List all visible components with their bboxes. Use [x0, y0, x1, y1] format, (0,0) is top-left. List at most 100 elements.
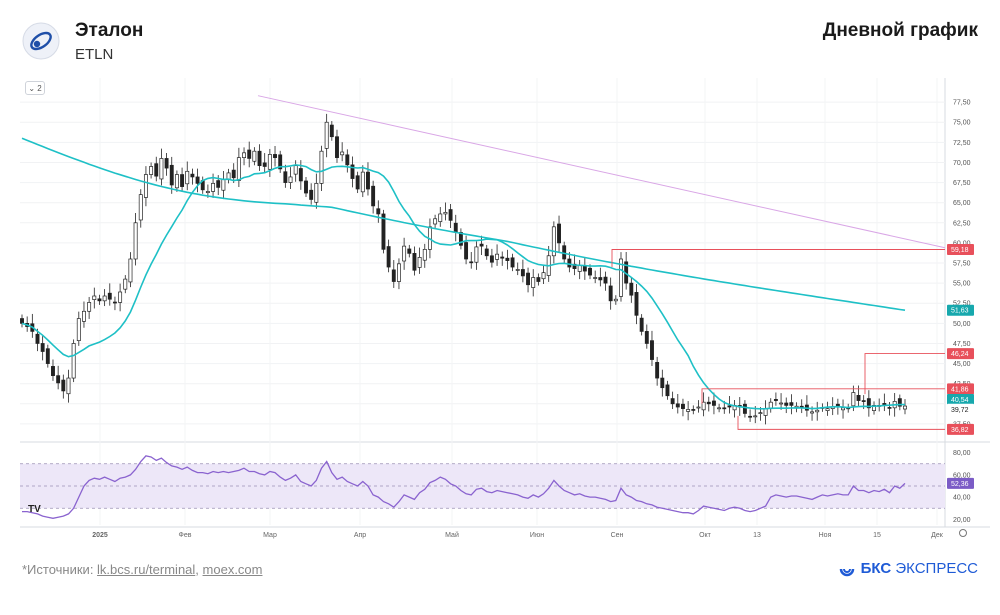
time-tick-label: Апр: [354, 532, 366, 539]
price-tick-label: 62,50: [953, 220, 971, 227]
candle-body: [345, 154, 350, 166]
candle-body: [655, 362, 660, 379]
candle-body: [520, 269, 525, 277]
candle-body: [386, 246, 391, 268]
candle-body: [133, 222, 138, 260]
candle-body: [711, 400, 716, 406]
rsi-last-badge: 52,36: [951, 481, 969, 488]
bcs-express-brand: БКС ЭКСПРЕСС: [839, 560, 978, 577]
downtrend-line: [257, 95, 946, 249]
candle-body: [495, 253, 500, 260]
time-tick-label: Окт: [699, 532, 712, 539]
candle-body: [810, 411, 815, 414]
candle-body: [288, 176, 293, 183]
candle-body: [526, 272, 530, 286]
candle-body: [309, 189, 314, 200]
candle-body: [118, 291, 123, 303]
price-tick-label: 52,50: [953, 301, 971, 308]
level-badge-46: 46,24: [951, 351, 969, 358]
candle-body: [557, 223, 561, 244]
candle-body: [159, 158, 164, 180]
candle-body: [216, 180, 221, 188]
candle-body: [231, 169, 236, 179]
candle-body: [267, 154, 272, 170]
company-name: Эталон: [75, 20, 144, 41]
candle-body: [603, 276, 608, 284]
time-tick-label: Мар: [263, 532, 277, 539]
candle-body: [815, 409, 820, 413]
candle-body: [45, 348, 50, 364]
candle-body: [76, 318, 81, 342]
candle-body: [897, 398, 902, 407]
candle-body: [458, 232, 463, 246]
candle-body: [355, 175, 360, 190]
candle-body: [360, 171, 365, 193]
candle-body: [169, 164, 174, 186]
candle-body: [588, 267, 592, 276]
settings-gear-icon: [959, 529, 967, 537]
candle-body: [639, 317, 644, 332]
rsi-tick-label: 40,00: [953, 495, 971, 502]
rsi-last-badge-bg: [947, 477, 974, 489]
price-tick-label: 67,50: [953, 180, 971, 187]
last-price-badge: 39,72: [951, 407, 969, 414]
candle-body: [180, 174, 185, 187]
candle-body: [164, 158, 169, 169]
candle-body: [753, 415, 758, 418]
candle-body: [551, 226, 556, 257]
time-tick-label: Фев: [179, 532, 192, 539]
candle-body: [825, 408, 830, 411]
resistance-level-59: [611, 249, 945, 268]
candle-body: [40, 343, 45, 352]
price-tick-label: 55,00: [953, 281, 971, 288]
price-tick-label: 45,00: [953, 361, 971, 368]
price-tick-label: 70,00: [953, 160, 971, 167]
candle-body: [686, 409, 691, 412]
candle-body: [856, 395, 861, 401]
candle-body: [335, 136, 339, 158]
candle-body: [779, 402, 784, 405]
sources-prefix: *Источники:: [22, 562, 98, 577]
candle-body: [505, 257, 510, 261]
candle-body: [422, 248, 427, 261]
candle-body: [247, 149, 252, 159]
candle-body: [608, 285, 613, 302]
source-link-moex[interactable]: moex.com: [202, 562, 263, 577]
candle-body: [82, 310, 86, 322]
moving-average-long: [21, 137, 906, 311]
price-tick-label: 65,00: [953, 200, 971, 207]
candle-body: [252, 150, 257, 162]
time-tick-label: 13: [753, 532, 761, 539]
time-tick-label: Сен: [611, 532, 624, 539]
candle-body: [903, 405, 907, 410]
candle-body: [402, 245, 407, 262]
candle-body: [474, 246, 479, 263]
candle-body: [123, 278, 128, 290]
candle-body: [391, 269, 396, 282]
candle-body: [51, 366, 55, 376]
level-badge-36: 36,82: [951, 427, 969, 434]
candle-body: [758, 412, 763, 414]
interval-selector[interactable]: ⌄ 2: [25, 81, 45, 95]
candle-body: [691, 409, 696, 411]
candle-body: [236, 157, 241, 181]
time-tick-label: Май: [445, 531, 459, 539]
ticker-code: ETLN: [75, 46, 114, 63]
candle-body: [340, 151, 345, 156]
candle-body: [433, 218, 438, 225]
level-badge-59: 59,18: [951, 247, 969, 254]
last-price-badge-bg: [947, 403, 974, 415]
price-tick-label: 60,00: [953, 240, 971, 247]
candle-body: [773, 399, 778, 401]
candle-body: [273, 154, 277, 158]
candle-body: [397, 263, 401, 282]
candle-body: [866, 398, 871, 409]
candle-body: [314, 183, 319, 203]
time-tick-label: Ноя: [819, 532, 832, 539]
candle-body: [644, 331, 649, 344]
candle-body: [479, 243, 484, 247]
candle-body: [598, 277, 603, 281]
candle-body: [71, 343, 76, 379]
source-link-bcs[interactable]: lk.bcs.ru/terminal: [97, 562, 196, 577]
candle-body: [205, 191, 210, 193]
